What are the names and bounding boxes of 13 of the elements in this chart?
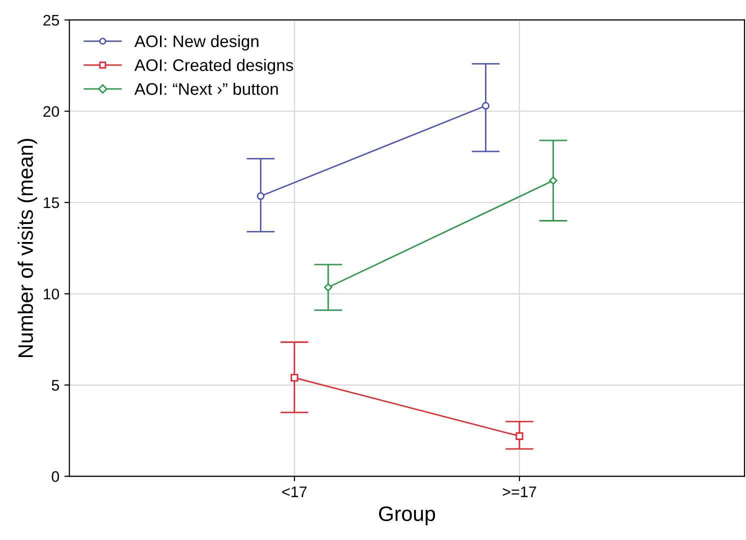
x-tick-label: >=17 [502,486,536,498]
legend-label: AOI: “Next ›” button [134,82,278,95]
legend-label: AOI: Created designs [134,58,294,74]
y-tick-label: 20 [43,106,60,117]
y-tick-label: 10 [44,288,60,300]
x-tick-label: <17 [282,486,307,498]
legend-label: AOI: New design [134,34,258,51]
y-tick-label: 25 [43,14,60,26]
y-tick-label: 15 [44,198,60,208]
y-tick-label: 5 [52,380,60,391]
y-axis-title: Number of visits (mean) [18,138,38,357]
x-axis-title: Group [379,506,436,526]
y-tick-label: 0 [52,471,60,482]
